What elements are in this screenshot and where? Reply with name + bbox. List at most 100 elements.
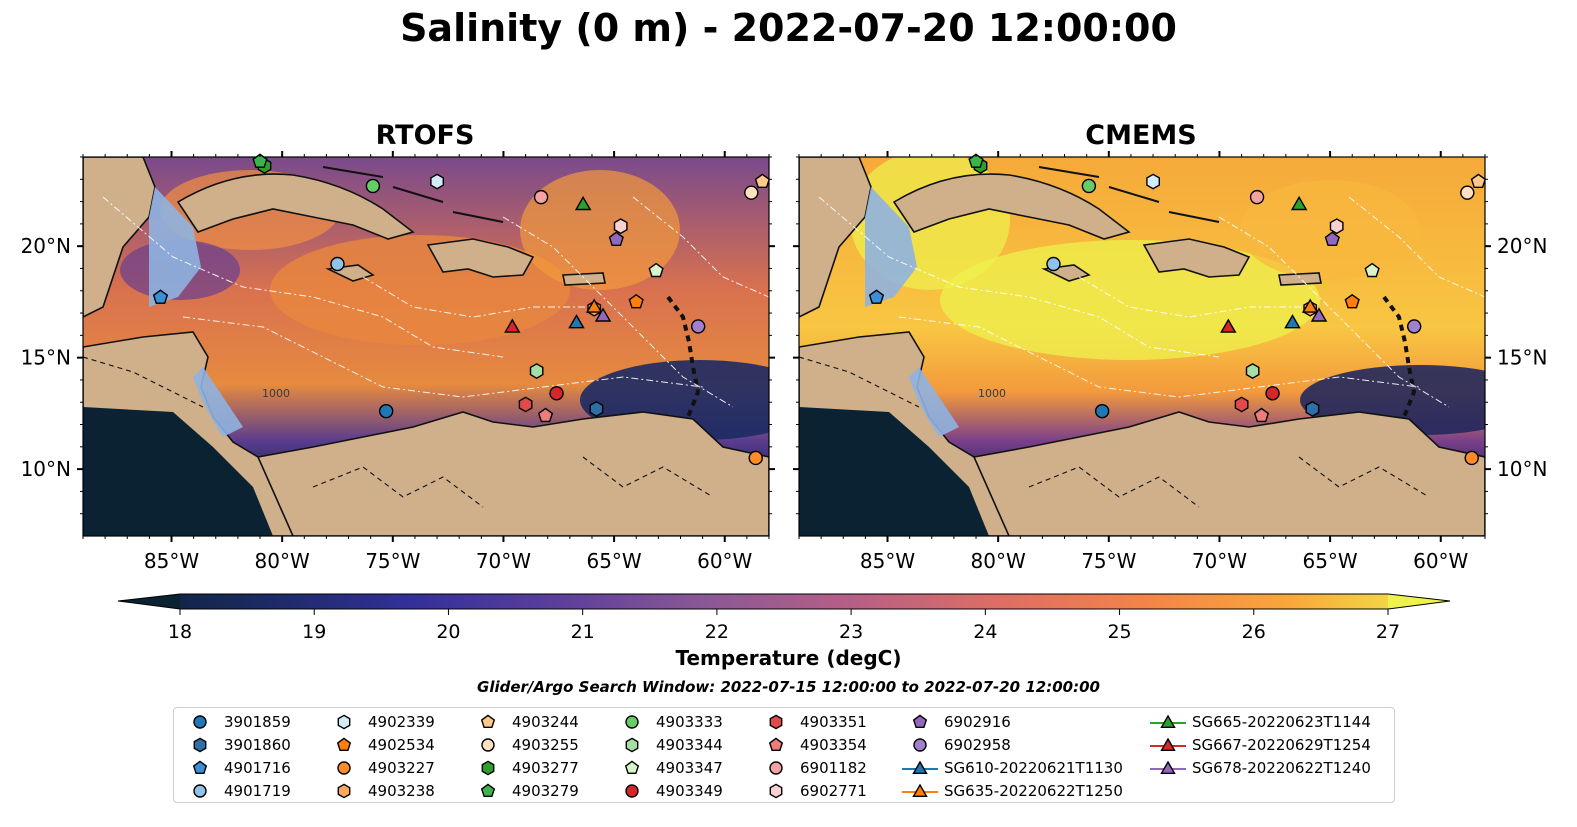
- map-marker-4901716: [152, 289, 169, 304]
- legend-item: SG667-20220629T1254: [1148, 734, 1371, 756]
- map-marker-4903349: [549, 386, 564, 401]
- circle-marker-icon: [769, 761, 783, 775]
- triangle-marker-icon: [1150, 760, 1186, 774]
- lon-tick-label: 85°W: [144, 549, 199, 573]
- circle-marker-icon: [193, 784, 207, 798]
- pentagon-marker-icon: [912, 714, 928, 728]
- map-marker-6902771: [1329, 218, 1344, 235]
- legend-label: 6901182: [800, 759, 867, 777]
- legend-label: SG610-20220621T1130: [944, 759, 1123, 777]
- map-marker-4903244: [754, 173, 771, 189]
- legend-item: 4903354: [756, 734, 867, 756]
- lat-tick-label: 20°N: [1497, 234, 1547, 258]
- map-marker-3901860: [1305, 400, 1320, 417]
- legend-item: 4901719: [180, 780, 291, 802]
- map-marker-3901859: [1094, 403, 1110, 419]
- panel-title-rtofs: RTOFS: [375, 120, 475, 151]
- lat-tick-label: 10°N: [21, 457, 71, 481]
- lon-tick-label: 60°W: [697, 549, 752, 573]
- legend-item: 4903227: [324, 757, 435, 779]
- lat-tick-label: 20°N: [21, 234, 71, 258]
- map-marker-4903333: [1081, 178, 1097, 194]
- map-marker-4903344: [529, 363, 544, 380]
- colorbar-tick-label: 22: [705, 621, 729, 640]
- circle-marker-icon: [913, 738, 927, 752]
- legend-item: SG635-20220622T1250: [900, 780, 1123, 802]
- legend-label: 6902916: [944, 713, 1011, 731]
- map-marker-6902958: [1406, 319, 1422, 334]
- map-marker-4901716: [868, 289, 885, 304]
- legend-label: 4903244: [512, 713, 579, 731]
- map-marker-sg610-20220621t1130: [568, 314, 585, 329]
- map-marker-6901182: [533, 189, 549, 205]
- map-marker-4903354: [1253, 407, 1270, 423]
- pentagon-marker-icon: [768, 737, 784, 751]
- lat-tick-label: 15°N: [1497, 346, 1547, 370]
- map-marker-4902339: [430, 173, 444, 190]
- map-marker-4903347: [648, 262, 664, 278]
- map-marker-4903351: [1234, 396, 1249, 413]
- colorbar-tick-label: 27: [1376, 621, 1400, 640]
- map-marker-3901859: [378, 403, 394, 419]
- legend-label: 4903333: [656, 713, 723, 731]
- map-marker-6902916: [1324, 231, 1340, 247]
- map-marker-sg610-20220621t1130: [1284, 314, 1301, 329]
- legend-label: 6902958: [944, 736, 1011, 754]
- legend-label: SG635-20220622T1250: [944, 782, 1123, 800]
- colorbar-tick-label: 25: [1107, 621, 1131, 640]
- legend-label: 4901716: [224, 759, 291, 777]
- circle-marker-icon: [337, 761, 351, 775]
- search-window-text: Glider/Argo Search Window: 2022-07-15 12…: [477, 678, 1100, 696]
- legend-item: 4903347: [612, 757, 723, 779]
- figure-title: Salinity (0 m) - 2022-07-20 12:00:00: [400, 6, 1177, 50]
- map-marker-4901719: [330, 256, 345, 272]
- map-marker-4902339: [1146, 173, 1161, 190]
- legend-item: 4903349: [612, 780, 723, 802]
- lon-tick-label: 65°W: [586, 549, 641, 573]
- legend-label: 3901859: [224, 713, 291, 731]
- map-marker-4903255: [1460, 185, 1475, 200]
- colorbar: 18 19 20 21 22 23 24 25 26 27: [117, 593, 1451, 640]
- legend-item: 4902534: [324, 734, 435, 756]
- hexagon-marker-icon: [625, 737, 639, 753]
- legend-item: 6901182: [756, 757, 867, 779]
- triangle-marker-icon: [1150, 737, 1186, 751]
- triangle-marker-icon: [902, 760, 938, 774]
- circle-marker-icon: [625, 784, 639, 798]
- map-marker-sg667-20220629t1254: [504, 318, 521, 333]
- map-marker-4903349: [1265, 386, 1280, 401]
- legend-item: 4903244: [468, 711, 579, 733]
- legend-label: 4903279: [512, 782, 579, 800]
- legend-item: 4903351: [756, 711, 867, 733]
- colorbar-tick-label: 19: [302, 621, 326, 640]
- map-marker-6901182: [1249, 189, 1265, 205]
- map-panel-cmems: [798, 153, 1487, 537]
- lon-tick-label: 85°W: [860, 549, 915, 573]
- triangle-marker-icon: [902, 783, 938, 797]
- colorbar-tick-label: 18: [168, 621, 192, 640]
- legend-item: 4903277: [468, 757, 579, 779]
- map-marker-sg678-20220622t1240: [1310, 307, 1328, 322]
- map-figure: 1000 1000 85°W 80°W 75°W 70°W 65°W 60°W 20°N 15…: [21, 151, 1547, 640]
- legend-item: 4903279: [468, 780, 579, 802]
- map-marker-4902534: [1344, 293, 1360, 309]
- legend-label: SG678-20220622T1240: [1192, 759, 1371, 777]
- lon-tick-label: 70°W: [476, 549, 531, 573]
- colorbar-title: Temperature (degC): [675, 646, 902, 670]
- pentagon-marker-icon: [336, 737, 352, 751]
- hexagon-marker-icon: [481, 760, 495, 776]
- pentagon-marker-icon: [480, 783, 496, 797]
- legend-label: SG665-20220623T1144: [1192, 713, 1371, 731]
- map-marker-6902771: [613, 218, 628, 235]
- legend-item: 6902958: [900, 734, 1011, 756]
- circle-marker-icon: [193, 715, 207, 729]
- legend-label: 4903351: [800, 713, 867, 731]
- legend-item: 3901860: [180, 734, 291, 756]
- pentagon-marker-icon: [192, 760, 208, 774]
- colorbar-tick-label: 26: [1242, 621, 1266, 640]
- map-marker-4901719: [1046, 256, 1061, 272]
- map-marker-4903227: [748, 450, 763, 466]
- lon-tick-label: 65°W: [1302, 549, 1357, 573]
- hexagon-marker-icon: [337, 783, 351, 799]
- legend-label: 4903344: [656, 736, 723, 754]
